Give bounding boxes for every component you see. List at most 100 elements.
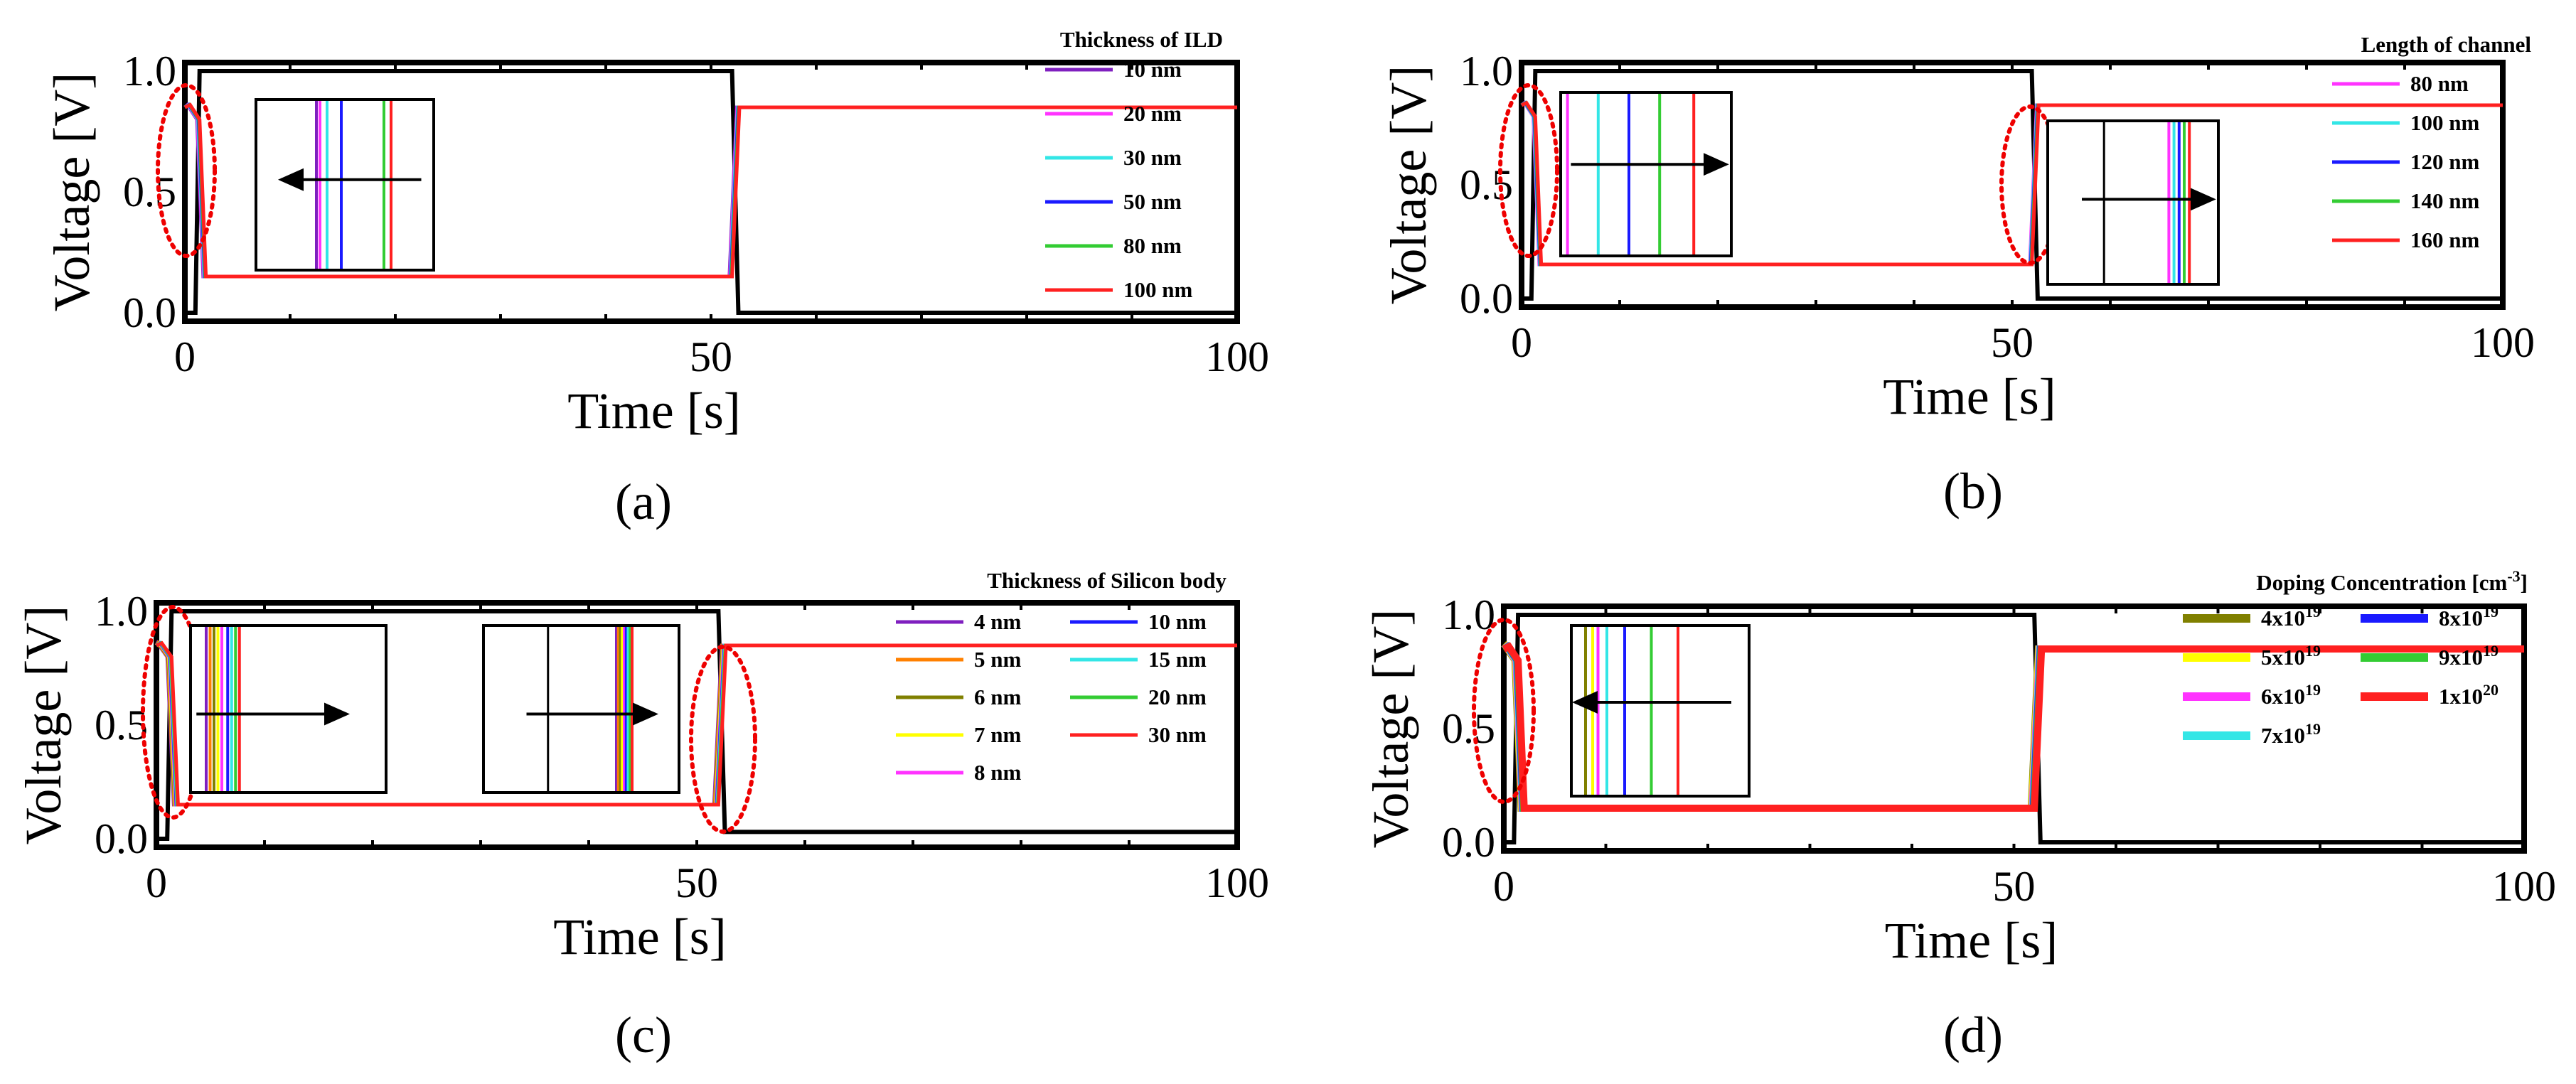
legend-label-text: 50 nm (1123, 189, 1182, 214)
legend-label-sup: 19 (2483, 603, 2498, 621)
legend-title: Thickness of ILD (1060, 27, 1223, 52)
x-axis-title: Time [s] (567, 382, 740, 439)
x-axis-title: Time [s] (553, 908, 726, 965)
legend-label: 8x1019 (2439, 603, 2498, 630)
legend-label: 20 nm (1123, 101, 1182, 126)
input-signal-line (185, 69, 1237, 315)
x-tick-label: 0 (1493, 863, 1514, 910)
legend-label-text: 6x10 (2261, 684, 2305, 709)
panel-label: (b) (1943, 463, 2003, 520)
inset-zoom (2046, 119, 2220, 286)
legend-label-text: 9x10 (2439, 645, 2483, 670)
input-signal-line (1504, 613, 2524, 844)
legend-label: 1x1020 (2439, 681, 2498, 709)
legend-label: 5 nm (974, 647, 1021, 672)
legend-label: 100 nm (1123, 277, 1192, 302)
legend-label-sup: 19 (2305, 603, 2321, 621)
legend-label: 30 nm (1148, 722, 1207, 747)
legend-label-sup: 19 (2305, 720, 2321, 738)
panel-label: (a) (615, 473, 672, 530)
inset-frame (2046, 119, 2220, 286)
legend-label: 15 nm (1148, 647, 1207, 672)
chart-panel-c: 0 50 100 0.0 0.5 1.0 Time [s] Voltage [V] (c) Thi… (15, 568, 1269, 1063)
inset-frame (1570, 624, 1751, 798)
legend-label: 50 nm (1123, 189, 1182, 214)
y-tick-label: 1.0 (123, 48, 176, 95)
legend-label: 10 nm (1123, 57, 1182, 82)
legend-label: 80 nm (2410, 71, 2469, 96)
legend-label-text: 100 nm (1123, 277, 1192, 302)
legend-label: 100 nm (2410, 110, 2479, 135)
input-signal-line (156, 609, 1237, 841)
legend: Thickness of Silicon body 4 nm 5 nm 6 nm 7 n… (896, 568, 1226, 785)
y-tick-label: 1.0 (95, 588, 148, 635)
input-signal-line (1522, 69, 2503, 301)
legend-title: Thickness of Silicon body (987, 568, 1226, 593)
legend-label-text: 20 nm (1148, 685, 1207, 709)
series-line (1502, 642, 2524, 812)
legend-label: 5x1019 (2261, 642, 2321, 670)
x-axis-title: Time [s] (1885, 912, 2058, 969)
y-tick-label: 0.5 (1460, 161, 1513, 208)
panel-label: (c) (615, 1007, 672, 1063)
chart-panel-a: 0 50 100 0.0 0.5 1.0 Time [s] Voltage [V] (a) Thi… (43, 27, 1269, 530)
legend-label: 80 nm (1123, 233, 1182, 258)
legend-label: 6 nm (974, 685, 1021, 709)
legend-label: 7x1019 (2261, 720, 2321, 748)
highlight-ellipse (689, 645, 757, 834)
legend-label-text: 4 nm (974, 609, 1021, 634)
legend-label-text: 15 nm (1148, 647, 1207, 672)
legend-label: 10 nm (1148, 609, 1207, 634)
y-axis-title: Voltage [V] (1380, 65, 1437, 305)
y-tick-label: 1.0 (1460, 48, 1513, 95)
inset-zoom (255, 98, 435, 272)
x-tick-label: 100 (2492, 863, 2556, 910)
legend-label-text: 80 nm (2410, 71, 2469, 96)
legend-label-text: 140 nm (2410, 188, 2479, 213)
y-axis-title: Voltage [V] (43, 73, 100, 312)
legend-label: 8 nm (974, 760, 1021, 785)
inset-zoom (189, 624, 388, 794)
legend-label-text: 6 nm (974, 685, 1021, 709)
legend-label-text: 160 nm (2410, 227, 2479, 252)
x-tick-label: 50 (1991, 319, 2033, 366)
chart-panel-b: 0 50 100 0.0 0.5 1.0 Time [s] Voltage [V] (b) Len… (1380, 32, 2535, 520)
legend-title: Doping Concentration [cm-3] (2256, 567, 2528, 595)
x-tick-label: 100 (1205, 333, 1269, 380)
chart-panel-d: 0 50 100 0.0 0.5 1.0 Time [s] Voltage [V] (d) Dop… (1362, 567, 2556, 1063)
x-tick-label: 0 (146, 859, 167, 906)
legend-label-text: 30 nm (1148, 722, 1207, 747)
legend-label: 20 nm (1148, 685, 1207, 709)
legend-label-text: 100 nm (2410, 110, 2479, 135)
y-tick-label: 0.0 (1442, 819, 1495, 866)
x-tick-label: 50 (690, 333, 732, 380)
legend-label-sup: 20 (2483, 681, 2498, 699)
legend-title-end: ] (2521, 570, 2528, 595)
series-line (156, 640, 1237, 807)
x-axis-title: Time [s] (1883, 368, 2056, 425)
x-tick-label: 100 (2471, 319, 2535, 366)
inset-zoom (1570, 624, 1751, 798)
x-tick-label: 100 (1205, 859, 1269, 906)
highlight-ellipse (1472, 618, 1536, 804)
y-tick-label: 0.0 (95, 815, 148, 862)
x-tick-label: 50 (675, 859, 718, 906)
inset-zoom (1559, 91, 1733, 257)
legend-title-sup: -3 (2507, 567, 2520, 585)
highlight-ellipse (156, 83, 217, 258)
legend-label: 7 nm (974, 722, 1021, 747)
legend-label: 30 nm (1123, 145, 1182, 170)
y-tick-label: 0.5 (1442, 705, 1495, 752)
legend-label-sup: 19 (2305, 642, 2321, 660)
legend-label: 9x1019 (2439, 642, 2498, 670)
series-line (183, 102, 1237, 279)
y-tick-label: 0.0 (1460, 275, 1513, 322)
legend-label-text: 5 nm (974, 647, 1021, 672)
legend: Thickness of ILD 10 nm 20 nm 30 nm 50 nm 80 n… (1045, 27, 1223, 302)
series-line (1520, 100, 2503, 267)
legend-label: 160 nm (2410, 227, 2479, 252)
legend-label: 140 nm (2410, 188, 2479, 213)
legend-label-sup: 19 (2483, 642, 2498, 660)
legend-label-text: 7x10 (2261, 723, 2305, 748)
legend-title: Length of channel (2361, 32, 2532, 57)
